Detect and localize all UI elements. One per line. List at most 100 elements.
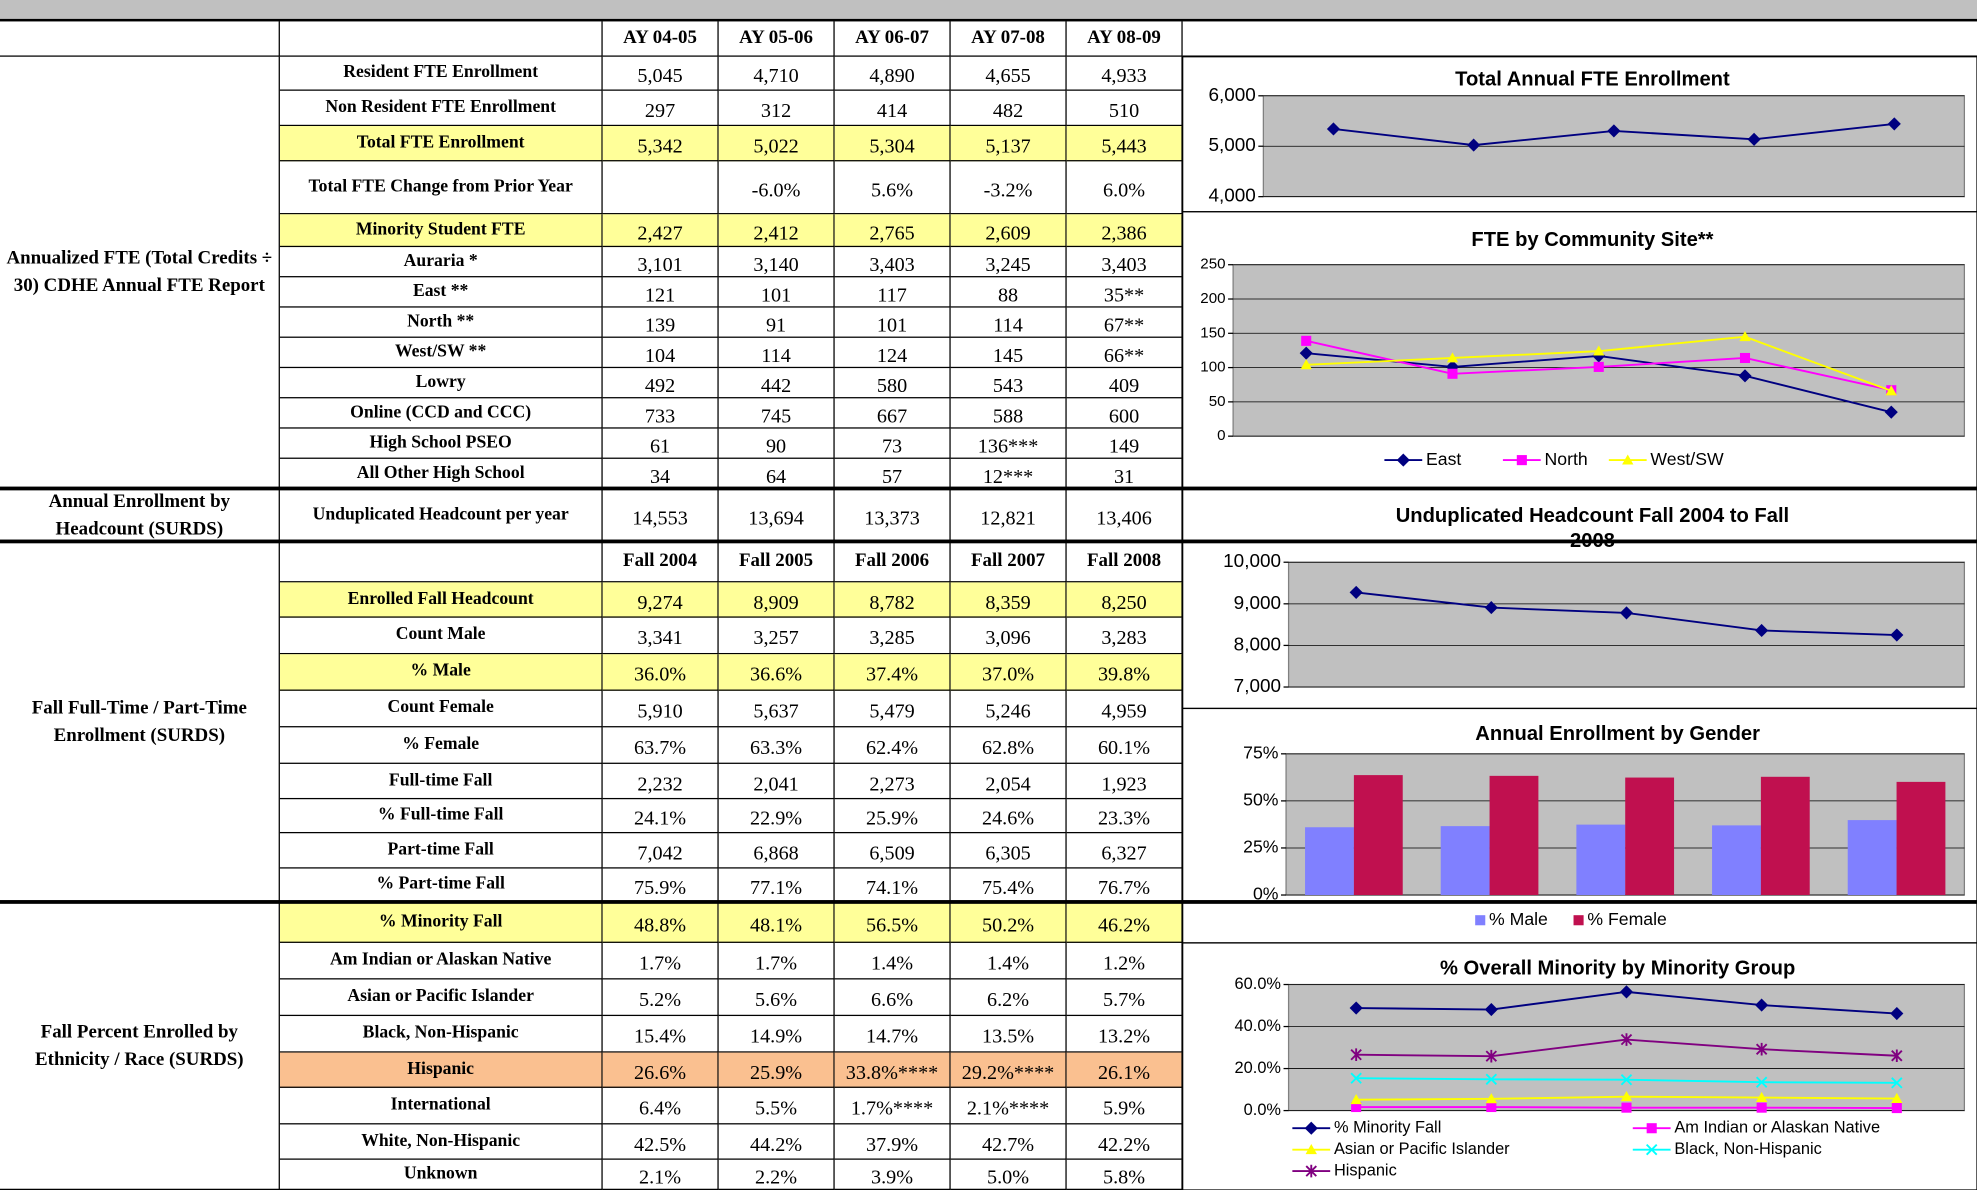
value-cell: -6.0%	[718, 161, 835, 215]
row-label: Resident FTE Enrollment	[279, 56, 603, 91]
bar	[1440, 826, 1490, 896]
row-label: Full-time Fall	[279, 763, 603, 800]
value-cell: 6.4%	[602, 1087, 719, 1125]
value-cell: 2,765	[834, 214, 951, 248]
value-cell: 56.5%	[834, 902, 951, 943]
marker	[1485, 1093, 1497, 1104]
section-divider	[0, 539, 1977, 544]
legend-swatch	[1573, 915, 1584, 926]
value-cell: 5.5%	[718, 1087, 835, 1125]
value-cell: 13.5%	[950, 1016, 1067, 1053]
legend-label: Am Indian or Alaskan Native	[1674, 1119, 1880, 1137]
marker	[1396, 453, 1410, 467]
row-label: Asian or Pacific Islander	[279, 979, 603, 1017]
value-cell: 442	[718, 368, 835, 399]
value-cell: 8,359	[950, 582, 1067, 618]
row-label: Count Male	[279, 617, 603, 655]
value-cell: 8,782	[834, 582, 951, 618]
row-label: West/SW **	[279, 337, 603, 369]
value-cell: 48.8%	[602, 902, 719, 943]
value-cell: 37.0%	[950, 654, 1067, 691]
value-cell: 25.9%	[718, 1052, 835, 1088]
bar	[1760, 776, 1810, 896]
value-cell: 2,386	[1066, 214, 1183, 248]
value-cell: 88	[950, 277, 1067, 308]
value-cell: 8,250	[1066, 582, 1183, 618]
value-cell: 62.4%	[834, 727, 951, 764]
value-cell: 5.0%	[950, 1159, 1067, 1190]
row-label: % Full-time Fall	[279, 799, 603, 834]
marker	[1620, 1033, 1633, 1046]
marker	[1645, 1143, 1658, 1156]
marker	[1891, 1049, 1903, 1063]
value-cell: 15.4%	[602, 1016, 719, 1053]
value-cell: 5.2%	[602, 979, 719, 1017]
sub-header: Fall 2004	[602, 542, 719, 583]
value-cell: 90	[718, 428, 835, 459]
marker	[1299, 346, 1313, 360]
value-cell: 73	[834, 428, 951, 459]
marker	[1890, 628, 1904, 642]
value-cell: 543	[950, 368, 1067, 399]
row-label: International	[279, 1087, 603, 1125]
marker	[1484, 601, 1498, 615]
value-cell: 580	[834, 368, 951, 399]
column-header: AY 05-06	[718, 21, 835, 57]
y-tick-label: 250	[1200, 256, 1225, 273]
marker	[1486, 1101, 1497, 1113]
marker	[1304, 1121, 1318, 1135]
value-cell: 3,257	[718, 617, 835, 655]
value-cell: 5,637	[718, 690, 835, 728]
bar	[1305, 827, 1354, 896]
row-label: % Male	[279, 654, 603, 691]
legend-label: % Female	[1587, 909, 1667, 929]
row-label: Total FTE Change from Prior Year	[279, 161, 603, 215]
y-tick-label: 6,000	[1208, 85, 1255, 106]
value-cell: 2.1%****	[950, 1087, 1067, 1125]
marker	[1467, 138, 1481, 152]
bar	[1576, 824, 1626, 896]
header-line	[1182, 55, 1977, 57]
value-cell: 5,246	[950, 690, 1067, 728]
row-label: Minority Student FTE	[279, 214, 603, 248]
value-cell: 25.9%	[834, 799, 951, 834]
value-cell: 1.7%	[718, 942, 835, 980]
blank-cell	[279, 21, 603, 57]
value-cell: 4,655	[950, 56, 1067, 91]
marker	[1619, 985, 1634, 999]
marker	[1305, 1143, 1317, 1155]
marker	[1619, 606, 1634, 620]
row-label: Black, Non-Hispanic	[279, 1016, 603, 1053]
legend-label: % Male	[1489, 909, 1548, 929]
value-cell: 6.2%	[950, 979, 1067, 1017]
value-cell: -3.2%	[950, 161, 1067, 215]
value-cell: 3,096	[950, 617, 1067, 655]
value-cell: 2.1%	[602, 1159, 719, 1190]
marker	[1620, 1073, 1633, 1086]
y-tick-label: 10,000	[1223, 551, 1281, 572]
column-header: AY 06-07	[834, 21, 951, 57]
value-cell: 36.6%	[718, 654, 835, 691]
marker	[1593, 361, 1604, 372]
marker	[1349, 585, 1363, 599]
bar	[1353, 775, 1403, 896]
value-cell: 3,101	[602, 247, 719, 278]
value-cell: 4,710	[718, 56, 835, 91]
value-cell: 6.6%	[834, 979, 951, 1017]
value-cell: 5,479	[834, 690, 951, 728]
marker	[1739, 352, 1751, 364]
marker	[1485, 1073, 1498, 1085]
row-label: Count Female	[279, 690, 603, 728]
value-cell: 24.6%	[950, 799, 1067, 834]
row-label: Auraria *	[279, 247, 603, 278]
column-header: AY 04-05	[602, 21, 719, 57]
plot-area	[1287, 983, 1966, 1112]
marker	[1885, 385, 1897, 396]
value-cell: 3,403	[834, 247, 951, 278]
value-cell: 588	[950, 398, 1067, 429]
marker	[1755, 1076, 1768, 1088]
y-tick-label: 9,000	[1234, 593, 1281, 614]
value-cell: 2,609	[950, 214, 1067, 248]
row-label: Part-time Fall	[279, 833, 603, 869]
